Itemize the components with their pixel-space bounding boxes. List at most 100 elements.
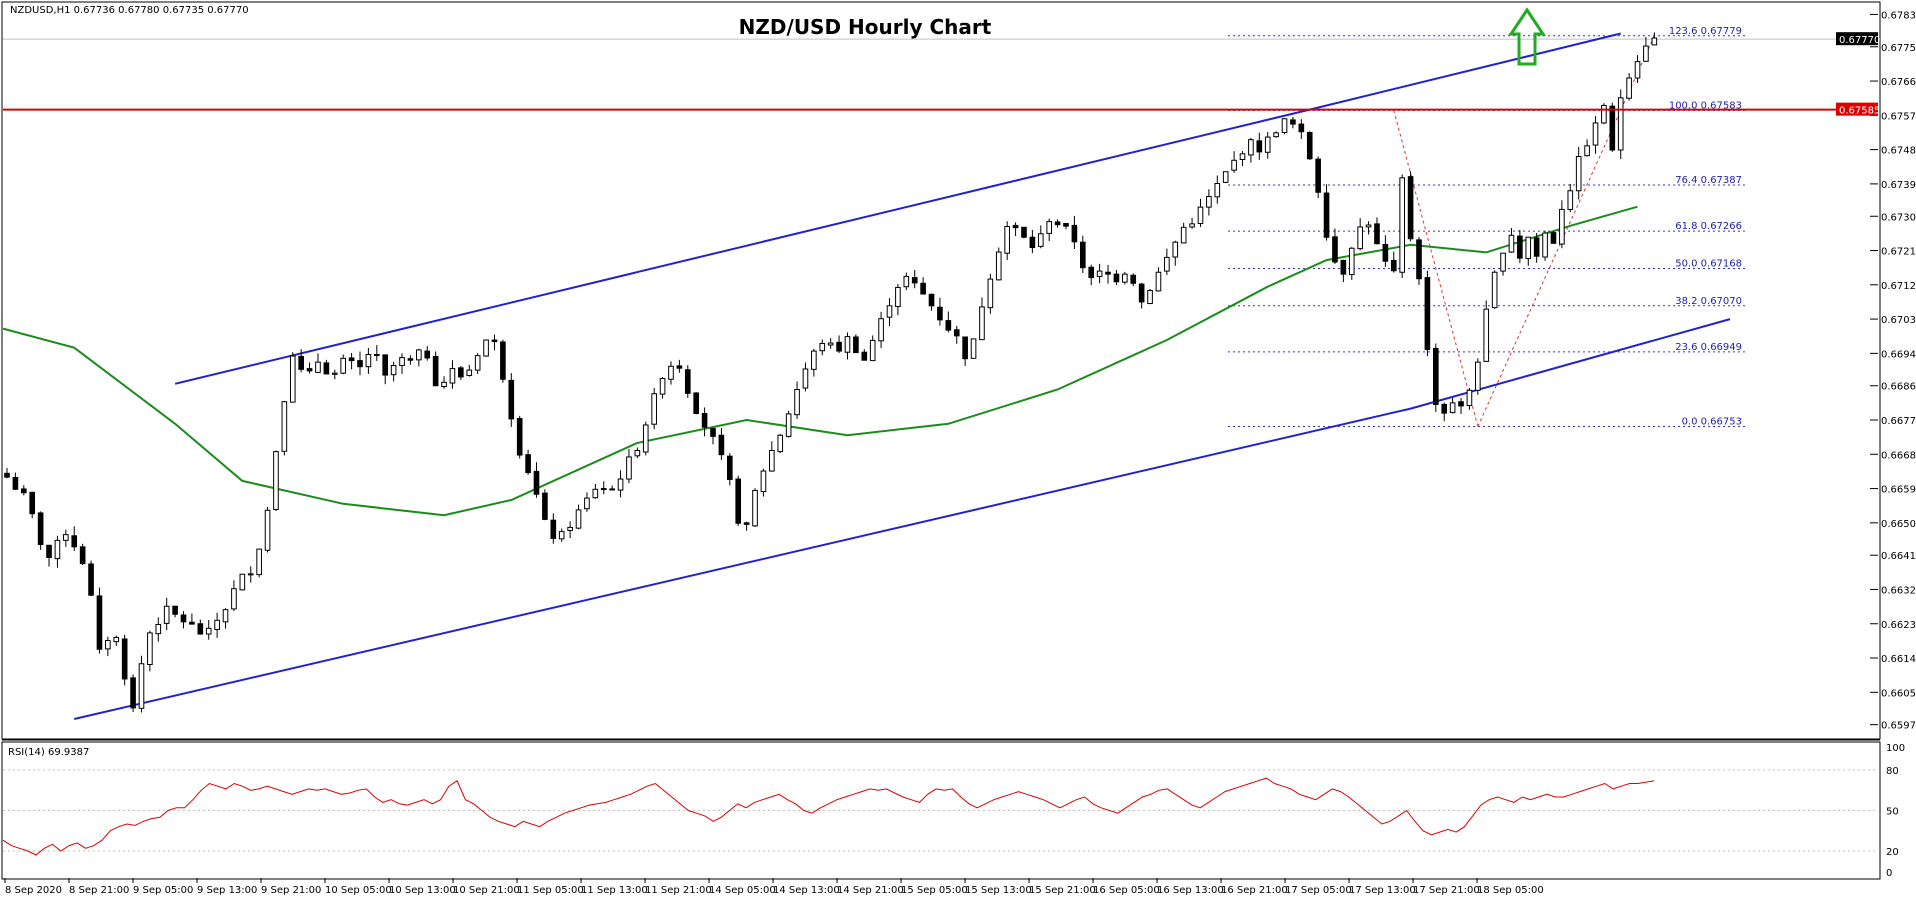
candle-body [1567,190,1574,210]
candle [466,364,473,377]
candle-body [20,488,27,494]
candle [895,284,901,316]
time-tick-label: 8 Sep 2020 [5,885,62,896]
candle-body [1559,208,1565,245]
candle [1651,32,1658,46]
candle [63,529,69,547]
candle-body [1382,243,1389,262]
candle [550,513,557,544]
candle [937,297,943,326]
candle [483,339,489,357]
candle-body [542,492,548,520]
candle [1542,230,1548,261]
candle-body [483,339,489,357]
rsi-line [2,777,1655,856]
candle [331,369,338,380]
candle-body [306,368,313,372]
candle-body [1424,277,1431,351]
candle-body [373,354,380,357]
candle [760,468,767,497]
fib-level-label: 0.0 0.66753 [1682,416,1742,427]
candle [1281,118,1288,135]
candle [726,453,733,486]
candle-body [399,357,405,367]
candle [1071,215,1078,250]
main-chart-frame [1,1,1881,740]
candle [785,410,792,438]
candle [449,360,456,389]
candle-body [634,449,641,457]
candle [886,298,893,326]
time-tick-label: 11 Sep 21:00 [645,885,712,896]
candle [1256,132,1263,160]
candle [138,655,145,713]
candle [416,348,422,367]
candle [542,489,548,521]
candle-body [466,369,473,376]
candle [794,381,800,419]
candle-body [1374,223,1380,245]
candle-body [474,355,481,371]
time-tick-label: 18 Sep 05:00 [1477,885,1544,896]
candle [962,336,968,366]
candle-body [937,306,943,321]
resistance-tag [1836,102,1878,116]
candle-body [1432,347,1439,405]
candle-body [1096,270,1103,277]
candle [298,349,304,373]
candle [214,612,220,638]
candle-body [726,455,733,480]
resistance-value: 0.67585 [1839,106,1880,117]
candle [1298,119,1305,139]
candle [306,362,313,374]
candle-body [256,548,262,576]
price-tick-label: 0.66235 [1881,620,1916,631]
candle [365,348,372,374]
price-candles [4,32,1658,713]
candle-body [609,488,615,491]
candle [205,619,212,640]
rsi-panel-frame [1,741,1881,880]
candle-body [1063,223,1069,227]
candle [1416,236,1422,285]
candle [668,361,674,385]
rsi-tick-label: 100 [1886,743,1905,754]
fib-level-label: 76.4 0.67387 [1675,175,1742,186]
candle [382,354,389,385]
candle-body [794,389,800,416]
candle [1575,146,1582,200]
candle [609,485,615,491]
candle-body [945,320,952,331]
time-tick-label: 17 Sep 13:00 [1349,885,1416,896]
candle-body [1517,235,1523,259]
candle-body [1634,61,1641,79]
candle-body [12,477,19,490]
candle-body [323,362,330,375]
candle-body [827,342,834,346]
candle [836,335,842,353]
time-tick-label: 14 Sep 05:00 [709,885,776,896]
candle-body [315,361,321,373]
candle-body [1239,153,1246,161]
candle [869,335,876,362]
candle [1231,151,1237,173]
candle-body [558,531,565,540]
candle [634,447,641,459]
fib-level-label: 50.0 0.67168 [1675,258,1742,269]
candle-body [693,392,700,415]
channel-lower-line [73,318,1731,720]
candle-body [1180,226,1187,244]
time-tick-label: 17 Sep 05:00 [1285,885,1352,896]
time-tick-label: 14 Sep 13:00 [773,885,840,896]
candle [121,634,128,686]
candle [147,630,153,672]
candle [1365,221,1372,235]
candle-body [836,341,842,352]
candle [1029,229,1036,254]
candle [264,506,271,553]
candle [348,352,355,370]
time-tick-label: 16 Sep 13:00 [1157,885,1224,896]
candle-body [88,563,94,596]
